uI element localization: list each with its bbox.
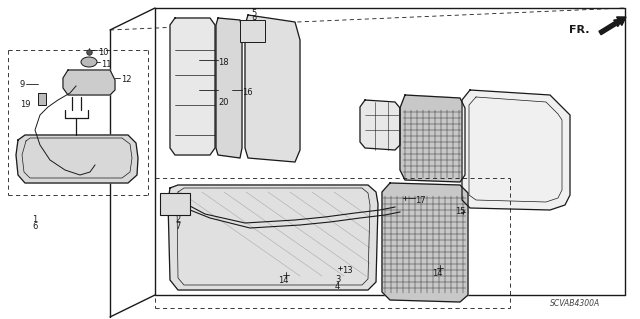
Polygon shape — [16, 135, 138, 183]
Circle shape — [421, 134, 443, 156]
Text: SCVAB4300A: SCVAB4300A — [550, 300, 600, 308]
Circle shape — [187, 114, 199, 126]
Circle shape — [265, 95, 275, 105]
Text: 13: 13 — [342, 266, 353, 275]
Circle shape — [85, 58, 93, 66]
Circle shape — [187, 84, 199, 96]
Circle shape — [335, 263, 345, 273]
Text: 17: 17 — [415, 196, 426, 205]
Circle shape — [69, 79, 83, 93]
Bar — [160, 193, 190, 215]
Circle shape — [224, 85, 234, 95]
Text: 16: 16 — [242, 88, 253, 97]
Text: 9: 9 — [20, 80, 25, 89]
Text: 14: 14 — [432, 269, 442, 278]
Circle shape — [476, 104, 484, 112]
Polygon shape — [170, 18, 215, 155]
Polygon shape — [382, 183, 468, 302]
Polygon shape — [63, 70, 115, 95]
Text: 12: 12 — [121, 75, 131, 84]
Circle shape — [458, 207, 468, 217]
Circle shape — [72, 82, 80, 90]
Text: 5: 5 — [251, 9, 256, 18]
Text: FR.: FR. — [570, 25, 590, 35]
Circle shape — [397, 224, 453, 280]
Polygon shape — [462, 90, 570, 210]
Text: 10: 10 — [98, 48, 109, 57]
Polygon shape — [245, 15, 300, 162]
Text: 14: 14 — [278, 276, 289, 285]
Circle shape — [419, 246, 431, 258]
Ellipse shape — [81, 57, 97, 67]
Circle shape — [187, 54, 199, 66]
Text: 8: 8 — [251, 16, 257, 25]
Text: 2: 2 — [175, 215, 180, 224]
Circle shape — [190, 117, 196, 123]
Circle shape — [281, 270, 291, 280]
Polygon shape — [360, 100, 400, 150]
Circle shape — [410, 123, 454, 167]
Text: 7: 7 — [175, 222, 180, 231]
Text: 1: 1 — [32, 215, 37, 224]
Circle shape — [400, 193, 410, 203]
Text: 6: 6 — [32, 222, 37, 231]
Text: 15: 15 — [455, 207, 465, 216]
Text: 20: 20 — [218, 98, 228, 107]
Circle shape — [190, 87, 196, 93]
Polygon shape — [168, 185, 378, 290]
Circle shape — [427, 140, 437, 150]
Text: 4: 4 — [335, 282, 340, 291]
Circle shape — [260, 90, 280, 110]
Text: 19: 19 — [20, 100, 31, 109]
Text: 3: 3 — [335, 275, 340, 284]
Text: 11: 11 — [101, 60, 111, 69]
Circle shape — [227, 87, 232, 93]
Bar — [240, 20, 265, 42]
FancyArrow shape — [599, 17, 626, 35]
Polygon shape — [400, 95, 465, 182]
Circle shape — [190, 57, 196, 63]
Circle shape — [435, 263, 445, 273]
Bar — [38, 93, 46, 105]
Text: 18: 18 — [218, 58, 228, 67]
Circle shape — [250, 80, 290, 120]
Circle shape — [411, 238, 439, 266]
Polygon shape — [216, 18, 242, 158]
